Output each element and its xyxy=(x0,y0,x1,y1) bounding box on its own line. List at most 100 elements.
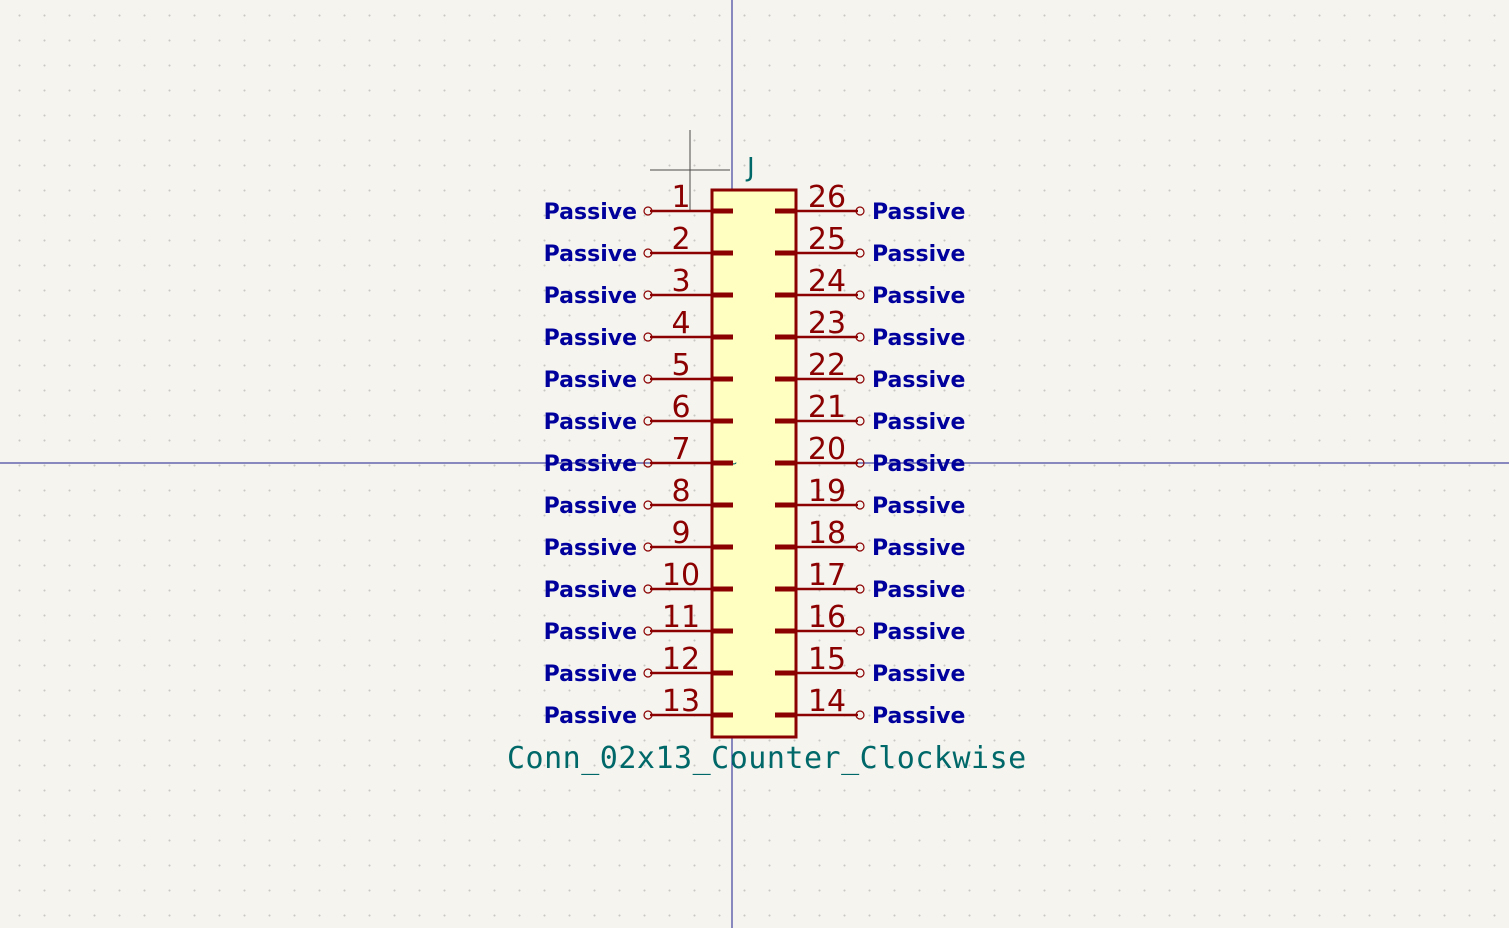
pin-left-4[interactable]: 4 Passive xyxy=(544,306,733,351)
pin-right-22[interactable]: 22 Passive xyxy=(775,348,965,393)
pin-endpoint-icon[interactable] xyxy=(855,500,865,510)
pin-right-14[interactable]: 14 Passive xyxy=(775,684,965,729)
pin-number: 14 xyxy=(808,684,846,719)
pin-electrical-type: Passive xyxy=(544,242,637,267)
pin-number: 8 xyxy=(671,474,690,509)
pin-number: 19 xyxy=(808,474,846,509)
pin-endpoint-icon[interactable] xyxy=(855,290,865,300)
pin-number: 23 xyxy=(808,306,846,341)
pin-electrical-type: Passive xyxy=(544,284,637,309)
pin-left-2[interactable]: 2 Passive xyxy=(544,222,733,267)
right-pin-group: 26 Passive 25 Passive 24 Passive 23 Passive 22 Pa… xyxy=(775,180,965,729)
pin-endpoint-icon[interactable] xyxy=(643,416,653,426)
pin-right-25[interactable]: 25 Passive xyxy=(775,222,965,267)
pin-right-20[interactable]: 20 Passive xyxy=(775,432,965,477)
pin-left-7[interactable]: 7 Passive xyxy=(544,432,733,477)
pin-endpoint-icon[interactable] xyxy=(643,248,653,258)
pin-endpoint-icon[interactable] xyxy=(643,290,653,300)
pin-electrical-type: Passive xyxy=(544,704,637,729)
pin-number: 15 xyxy=(808,642,846,677)
pin-electrical-type: Passive xyxy=(872,494,965,519)
pin-number: 11 xyxy=(662,600,700,635)
pin-right-24[interactable]: 24 Passive xyxy=(775,264,965,309)
pin-electrical-type: Passive xyxy=(872,578,965,603)
pin-electrical-type: Passive xyxy=(544,368,637,393)
pin-number: 1 xyxy=(671,180,690,215)
pin-number: 9 xyxy=(671,516,690,551)
pin-left-12[interactable]: 12 Passive xyxy=(544,642,733,687)
pin-endpoint-icon[interactable] xyxy=(643,332,653,342)
value-field[interactable]: Conn_02x13_Counter_Clockwise xyxy=(507,741,1027,776)
pin-number: 7 xyxy=(671,432,690,467)
pin-number: 2 xyxy=(671,222,690,257)
pin-electrical-type: Passive xyxy=(544,410,637,435)
pin-endpoint-icon[interactable] xyxy=(643,500,653,510)
pin-endpoint-icon[interactable] xyxy=(643,668,653,678)
pin-number: 18 xyxy=(808,516,846,551)
pin-endpoint-icon[interactable] xyxy=(855,416,865,426)
left-pin-group: 1 Passive 2 Passive 3 Passive 4 Passive 5 Passive… xyxy=(544,180,733,729)
pin-right-19[interactable]: 19 Passive xyxy=(775,474,965,519)
pin-electrical-type: Passive xyxy=(872,704,965,729)
pin-number: 17 xyxy=(808,558,846,593)
pin-left-11[interactable]: 11 Passive xyxy=(544,600,733,645)
pin-electrical-type: Passive xyxy=(872,452,965,477)
pin-right-23[interactable]: 23 Passive xyxy=(775,306,965,351)
pin-endpoint-icon[interactable] xyxy=(643,710,653,720)
pin-electrical-type: Passive xyxy=(872,536,965,561)
pin-number: 20 xyxy=(808,432,846,467)
pin-left-13[interactable]: 13 Passive xyxy=(544,684,733,729)
pin-number: 24 xyxy=(808,264,846,299)
pin-number: 5 xyxy=(671,348,690,383)
pin-left-3[interactable]: 3 Passive xyxy=(544,264,733,309)
pin-endpoint-icon[interactable] xyxy=(855,710,865,720)
pin-number: 16 xyxy=(808,600,846,635)
crosshair-cursor-icon xyxy=(650,130,730,210)
pin-right-15[interactable]: 15 Passive xyxy=(775,642,965,687)
pin-right-18[interactable]: 18 Passive xyxy=(775,516,965,561)
pin-endpoint-icon[interactable] xyxy=(855,584,865,594)
pin-endpoint-icon[interactable] xyxy=(643,374,653,384)
pin-endpoint-icon[interactable] xyxy=(855,206,865,216)
pin-number: 3 xyxy=(671,264,690,299)
pin-electrical-type: Passive xyxy=(872,284,965,309)
pin-right-26[interactable]: 26 Passive xyxy=(775,180,965,225)
pin-electrical-type: Passive xyxy=(872,326,965,351)
pin-endpoint-icon[interactable] xyxy=(643,206,653,216)
pin-right-21[interactable]: 21 Passive xyxy=(775,390,965,435)
pin-electrical-type: Passive xyxy=(544,452,637,477)
pin-endpoint-icon[interactable] xyxy=(643,626,653,636)
pin-electrical-type: Passive xyxy=(872,200,965,225)
pin-endpoint-icon[interactable] xyxy=(855,542,865,552)
pin-electrical-type: Passive xyxy=(872,242,965,267)
pin-electrical-type: Passive xyxy=(544,326,637,351)
pin-right-17[interactable]: 17 Passive xyxy=(775,558,965,603)
pin-right-16[interactable]: 16 Passive xyxy=(775,600,965,645)
pin-left-8[interactable]: 8 Passive xyxy=(544,474,733,519)
pin-electrical-type: Passive xyxy=(872,368,965,393)
pin-endpoint-icon[interactable] xyxy=(643,542,653,552)
pin-number: 6 xyxy=(671,390,690,425)
pin-endpoint-icon[interactable] xyxy=(855,458,865,468)
pin-left-6[interactable]: 6 Passive xyxy=(544,390,733,435)
pin-electrical-type: Passive xyxy=(872,620,965,645)
pin-endpoint-icon[interactable] xyxy=(855,626,865,636)
pin-endpoint-icon[interactable] xyxy=(643,584,653,594)
pin-endpoint-icon[interactable] xyxy=(855,332,865,342)
pin-electrical-type: Passive xyxy=(544,620,637,645)
pin-endpoint-icon[interactable] xyxy=(855,374,865,384)
pin-endpoint-icon[interactable] xyxy=(855,668,865,678)
pin-left-9[interactable]: 9 Passive xyxy=(544,516,733,561)
pin-endpoint-icon[interactable] xyxy=(643,458,653,468)
reference-designator[interactable]: J xyxy=(745,153,755,183)
pin-endpoint-icon[interactable] xyxy=(855,248,865,258)
pin-electrical-type: Passive xyxy=(544,662,637,687)
pin-left-5[interactable]: 5 Passive xyxy=(544,348,733,393)
pin-left-1[interactable]: 1 Passive xyxy=(544,180,733,225)
pin-left-10[interactable]: 10 Passive xyxy=(544,558,733,603)
pin-electrical-type: Passive xyxy=(544,536,637,561)
pin-electrical-type: Passive xyxy=(544,578,637,603)
pin-number: 22 xyxy=(808,348,846,383)
pin-electrical-type: Passive xyxy=(872,662,965,687)
